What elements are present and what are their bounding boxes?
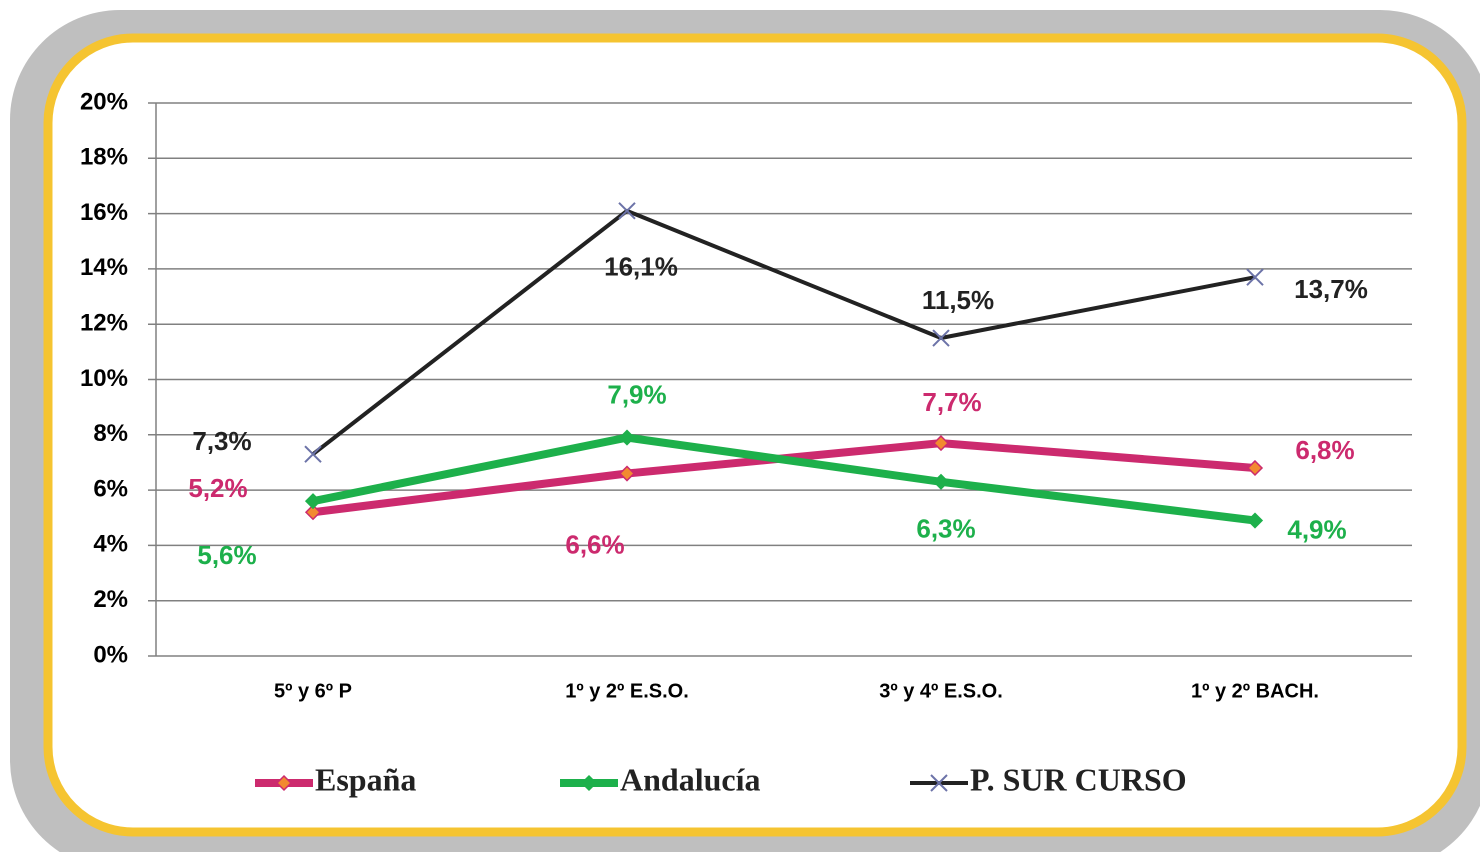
x-tick-label: 5º y 6º P [274,680,352,702]
y-tick-label: 20% [80,88,128,115]
point-marker [304,504,322,521]
legend-label: España [315,761,416,797]
data-label: 7,3% [192,426,251,456]
data-label: 6,3% [916,514,975,544]
point-marker [304,493,322,510]
data-label: 16,1% [604,252,678,282]
point-marker [930,774,948,792]
y-tick-label: 4% [93,531,128,558]
y-tick-label: 16% [80,199,128,226]
point-marker [1246,512,1264,529]
point-marker [618,202,636,220]
x-tick-label: 3º y 4º E.S.O. [879,680,1003,702]
data-label: 7,7% [922,387,981,417]
legend-label: Andalucía [620,761,760,797]
point-marker [1246,459,1264,477]
data-label: 11,5% [922,285,994,315]
data-label: 13,7% [1294,274,1368,304]
y-tick-label: 10% [80,365,128,392]
data-label: 6,8% [1295,435,1354,465]
data-label: 5,6% [197,540,256,570]
point-marker [304,445,322,463]
point-marker [580,774,598,792]
legend-label: P. SUR CURSO [970,761,1187,797]
point-marker [618,465,636,482]
point-marker [932,329,950,347]
point-marker [932,435,950,452]
data-label: 7,9% [607,379,666,409]
y-tick-label: 0% [93,641,128,668]
y-tick-label: 18% [80,144,128,171]
y-tick-label: 6% [93,475,128,502]
y-tick-label: 8% [93,420,128,447]
point-marker [275,774,293,792]
x-tick-label: 1º y 2º BACH. [1191,680,1319,702]
point-marker [1246,268,1264,286]
y-tick-label: 2% [93,586,128,613]
y-tick-label: 14% [80,254,128,281]
series-line [312,433,1256,525]
point-marker [618,429,636,446]
point-marker [932,473,950,490]
y-tick-label: 12% [80,310,128,337]
series-line [311,208,1256,456]
data-label: 4,9% [1287,514,1346,544]
x-tick-label: 1º y 2º E.S.O. [565,680,689,702]
data-label: 5,2% [188,473,247,503]
data-label: 6,6% [565,529,624,559]
